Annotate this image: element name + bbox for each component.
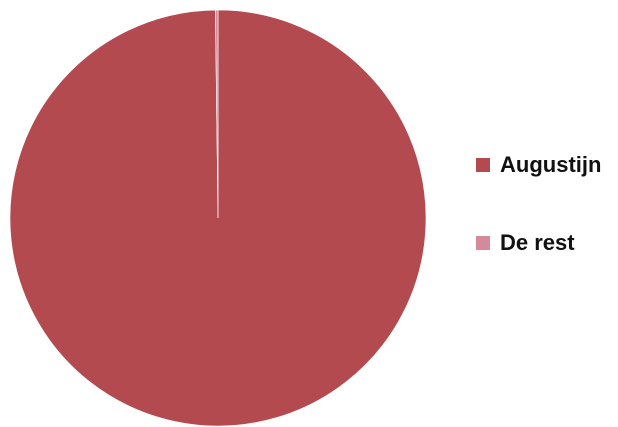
legend-swatch-augustijn bbox=[476, 158, 490, 172]
chart-legend: Augustijn De rest bbox=[476, 148, 616, 304]
legend-label-de-rest: De rest bbox=[500, 230, 575, 255]
legend-swatch-de-rest bbox=[476, 236, 490, 250]
pie-slice-de-rest bbox=[215, 9, 219, 219]
legend-item-augustijn: Augustijn bbox=[476, 148, 616, 182]
legend-label-augustijn: Augustijn bbox=[500, 152, 602, 177]
legend-item-de-rest: De rest bbox=[476, 226, 616, 260]
